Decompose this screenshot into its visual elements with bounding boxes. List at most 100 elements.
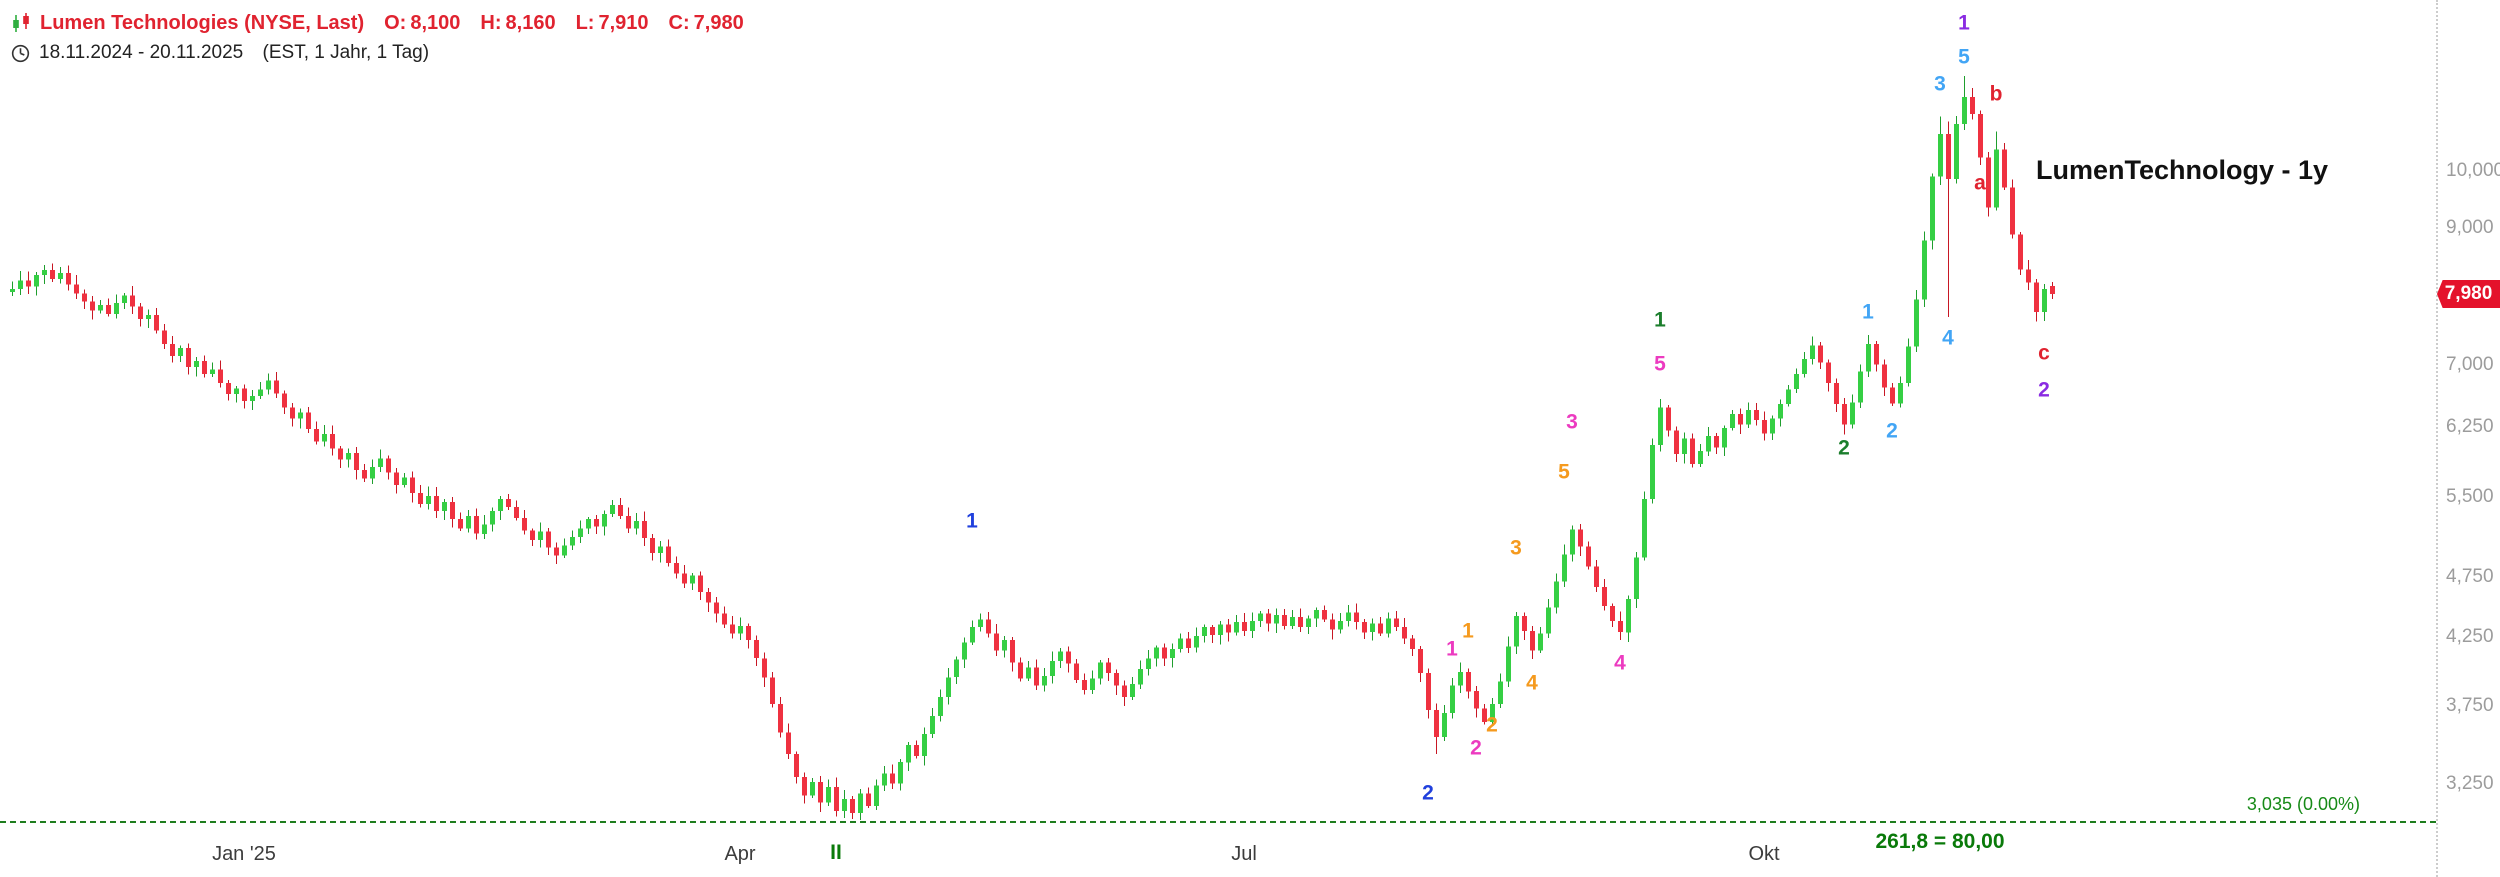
candle-body [762, 658, 767, 678]
candle-body [1218, 624, 1223, 635]
candle-body [1298, 617, 1303, 628]
candle-body [346, 453, 351, 460]
candle-body [1194, 636, 1199, 648]
candle-body [1122, 685, 1127, 697]
candle-body [1386, 618, 1391, 634]
candle-body [202, 360, 207, 375]
candle-body [1538, 633, 1543, 651]
candle-body [1474, 691, 1479, 709]
candle-body [226, 382, 231, 395]
price-tick: 6,250 [2446, 416, 2494, 437]
candle-body [722, 613, 727, 625]
candle-body [2018, 234, 2023, 270]
candle-body [1578, 529, 1583, 547]
candle-body [1314, 609, 1319, 619]
candle-body [1026, 667, 1031, 679]
baseline-label: 3,035 (0.00%) [2246, 794, 2360, 814]
candle-body [1346, 612, 1351, 621]
candle-body [506, 498, 511, 507]
candle-body [178, 347, 183, 357]
price-tick: 3,750 [2446, 695, 2494, 716]
candle-body [386, 458, 391, 473]
candle-body [298, 412, 303, 419]
candle-body [866, 793, 871, 806]
candle-body [1602, 587, 1607, 607]
candle-body [1842, 404, 1847, 425]
candle-body [586, 519, 591, 529]
candle-body [498, 498, 503, 511]
date-range: 18.11.2024 - 20.11.2025 [39, 42, 244, 63]
candle-body [1258, 613, 1263, 621]
candle-body [418, 492, 423, 504]
candle-body [1866, 344, 1871, 372]
candle-body [690, 575, 695, 584]
candle-body [138, 306, 143, 320]
candle-body [666, 546, 671, 564]
candle-body [1034, 667, 1039, 686]
candle-body [1906, 346, 1911, 383]
candle-body [1962, 97, 1967, 124]
candle-body [1482, 708, 1487, 722]
price-tick: 4,250 [2446, 626, 2494, 647]
ohlc-key: H: [480, 11, 502, 34]
candle-body [1306, 618, 1311, 628]
candle-body [1282, 614, 1287, 626]
candle-body [490, 510, 495, 525]
price-tick: 7,000 [2446, 354, 2494, 375]
candle-body [874, 785, 879, 806]
candle-body [50, 269, 55, 280]
candle-body [1442, 712, 1447, 737]
candle-body [1018, 662, 1023, 679]
candle-body [306, 412, 311, 429]
candle-body [322, 434, 327, 442]
candle-body [562, 545, 567, 556]
candle-body [1898, 382, 1903, 404]
candle-body [610, 504, 615, 514]
candle-body [1082, 680, 1087, 690]
ohlc-item: C: 7,980 [669, 12, 744, 34]
wave-degree-mark: II [830, 841, 842, 864]
candle-body [826, 787, 831, 803]
candle-body [1370, 623, 1375, 633]
candle-body [1586, 546, 1591, 567]
candle-body [186, 347, 191, 367]
chart-header: Lumen Technologies (NYSE, Last) O: 8,100 H:… [10, 8, 744, 68]
candle-body [1250, 620, 1255, 631]
candle-body [1650, 444, 1655, 499]
candle-body [1634, 557, 1639, 599]
time-axis[interactable]: Jan '25 Apr Jul Okt II 261,8 = 80,00 [0, 830, 2436, 877]
price-axis[interactable]: 10,000 9,000 7,000 6,250 5,500 4,750 4,250 3,75… [2446, 0, 2500, 877]
candle-body [1610, 606, 1615, 621]
candle-body [98, 305, 103, 311]
candle-body [578, 528, 583, 537]
candle-body [370, 467, 375, 479]
candle-body [1322, 609, 1327, 620]
candle-body [922, 733, 927, 756]
ohlc-value: 7,980 [693, 11, 744, 34]
candle-body [1698, 451, 1703, 465]
candle-body [1786, 389, 1791, 405]
price-tick: 5,500 [2446, 486, 2494, 507]
candle-body [882, 773, 887, 786]
candle-body [26, 280, 31, 287]
candle-body [10, 289, 15, 292]
candle-body [42, 269, 47, 276]
candle-body [1410, 638, 1415, 650]
candle-body [530, 530, 535, 541]
candle-body [1066, 651, 1071, 664]
last-price-badge: 7,980 [2437, 280, 2500, 308]
candle-body [1090, 678, 1095, 690]
candle-body [1162, 647, 1167, 659]
candle-body [1458, 671, 1463, 686]
candle-body [1874, 344, 1879, 365]
candle-body [1170, 649, 1175, 659]
candle-body [650, 538, 655, 554]
candle-body [1890, 387, 1895, 404]
candle-body [338, 448, 343, 460]
candle-body [946, 677, 951, 697]
candle-body [250, 395, 255, 401]
time-axis-label: Jan '25 [212, 843, 276, 865]
candle-body [74, 284, 79, 294]
